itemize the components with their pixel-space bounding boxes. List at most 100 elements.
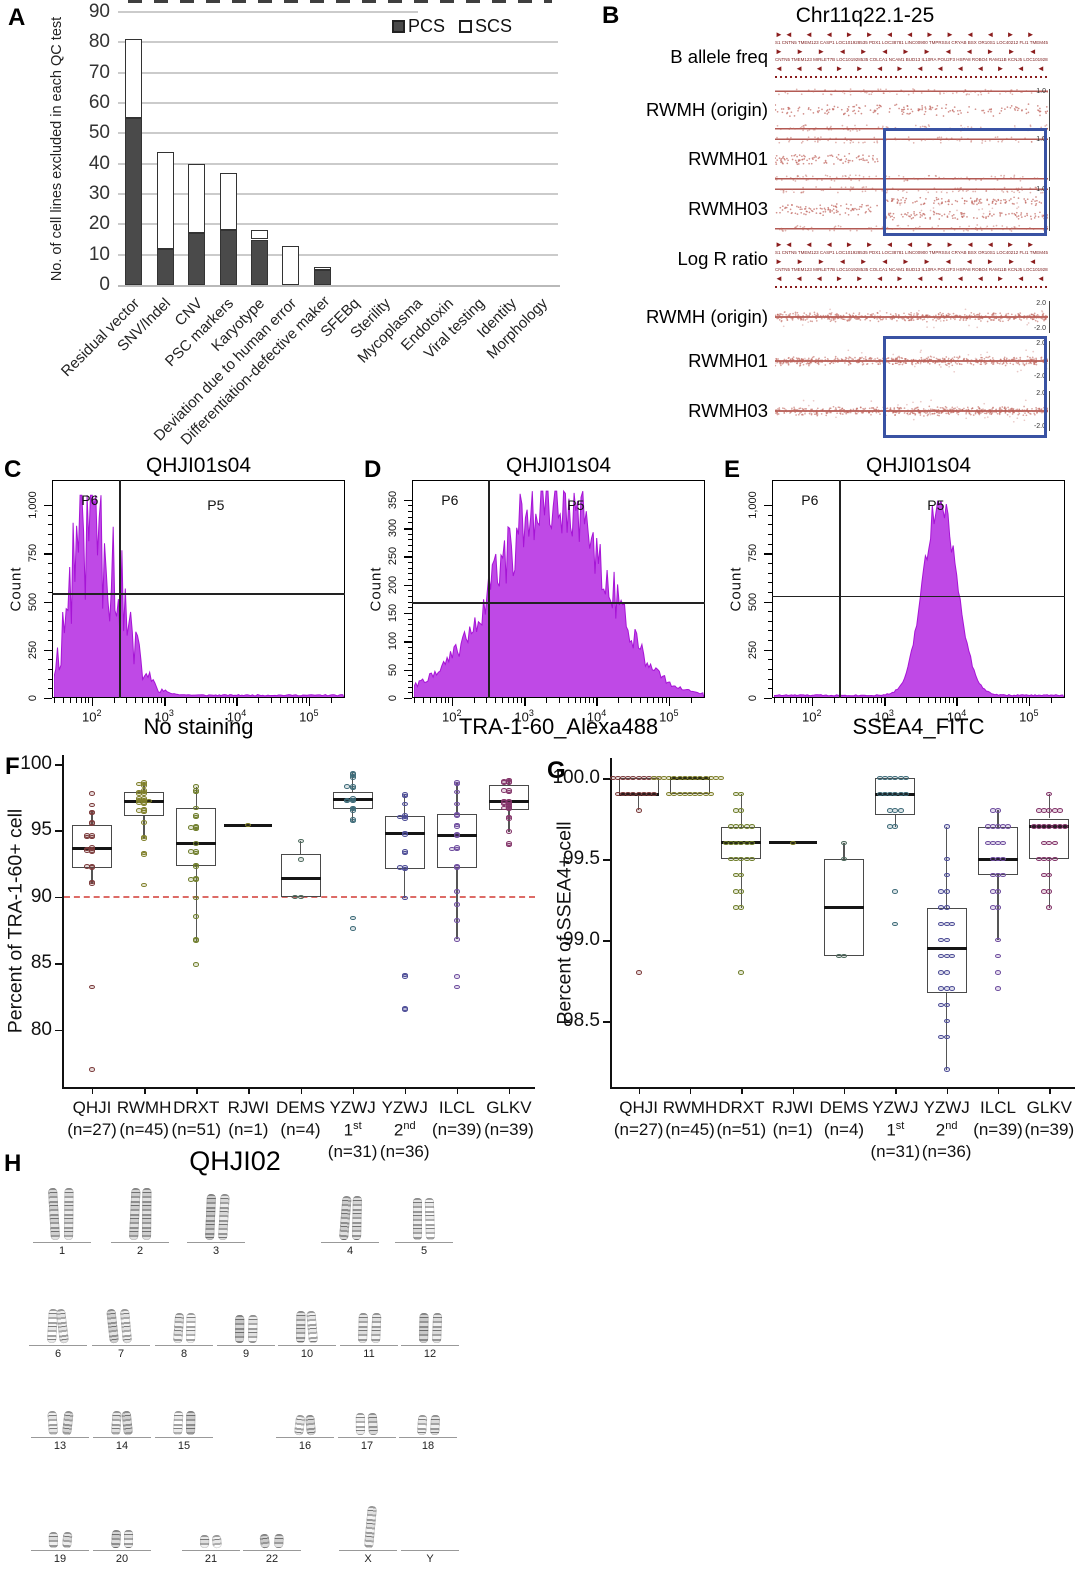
group-label: DRXT bbox=[173, 1098, 220, 1117]
data-point bbox=[349, 796, 356, 801]
data-point bbox=[727, 824, 734, 829]
data-point bbox=[671, 791, 678, 797]
y-minor-tick bbox=[48, 640, 52, 642]
x-tick bbox=[300, 1089, 302, 1094]
bar-scs bbox=[282, 245, 300, 285]
y-tick-label: 98.5 bbox=[563, 1010, 600, 1031]
bar-scs bbox=[125, 39, 143, 119]
x-minor-tick bbox=[833, 698, 835, 703]
x-minor-tick bbox=[423, 698, 424, 703]
y-major-tick bbox=[764, 649, 772, 652]
whisker bbox=[997, 810, 999, 827]
chromosome bbox=[129, 1187, 141, 1241]
data-point bbox=[453, 918, 460, 923]
y-major-tick bbox=[404, 613, 412, 615]
data-point bbox=[193, 805, 200, 811]
data-point bbox=[989, 856, 996, 862]
chromosome bbox=[111, 1529, 122, 1549]
y-minor-tick bbox=[408, 607, 412, 609]
x-minor-tick bbox=[1025, 698, 1027, 703]
data-point bbox=[193, 936, 200, 942]
y-minor-tick bbox=[48, 543, 52, 545]
chromosome bbox=[364, 1505, 377, 1549]
data-point bbox=[989, 808, 996, 813]
y-minor-tick bbox=[408, 505, 412, 507]
data-point bbox=[453, 889, 460, 894]
x-major-tick bbox=[811, 698, 814, 706]
y-tick-label: 30 bbox=[88, 183, 110, 204]
group-sublabel: (n=27) bbox=[67, 1120, 117, 1139]
y-minor-tick bbox=[768, 678, 772, 680]
track-label: RWMH (origin) bbox=[646, 306, 768, 327]
group-label: DRXT bbox=[718, 1098, 765, 1117]
x-tick bbox=[196, 1089, 198, 1094]
panel-d-title: QHJI01s04 bbox=[505, 454, 612, 477]
bar-pcs bbox=[219, 230, 237, 285]
chromosome bbox=[294, 1414, 306, 1436]
group-sublabel: (n=45) bbox=[119, 1120, 169, 1139]
chromosome bbox=[205, 1193, 217, 1241]
y-major-tick bbox=[404, 698, 412, 700]
x-tick bbox=[1049, 1089, 1051, 1094]
x-tick-label: 105 bbox=[659, 708, 679, 725]
axis-scale-label: 1.0 bbox=[1036, 136, 1046, 143]
y-minor-tick bbox=[768, 514, 772, 516]
data-point bbox=[245, 822, 252, 828]
y-axis-title: Count bbox=[367, 566, 385, 612]
group-sublabel: (n=39) bbox=[1024, 1120, 1075, 1139]
y-tick-label: 1,000 bbox=[747, 491, 759, 519]
data-point bbox=[89, 833, 96, 838]
y-major-tick bbox=[404, 584, 412, 587]
data-point bbox=[943, 905, 950, 910]
chromosome bbox=[119, 1308, 132, 1344]
y-minor-tick bbox=[408, 692, 412, 694]
y-minor-tick bbox=[408, 675, 412, 677]
track-label: RWMH (origin) bbox=[646, 99, 768, 120]
chromosome bbox=[339, 1195, 352, 1241]
group-label: RWMH bbox=[662, 1098, 718, 1117]
x-minor-tick bbox=[280, 698, 282, 703]
x-minor-tick bbox=[773, 698, 775, 703]
y-major-tick bbox=[764, 698, 772, 700]
y-minor-tick bbox=[408, 545, 412, 547]
chromosome-number: 7 bbox=[117, 1348, 125, 1360]
x-major-tick bbox=[164, 698, 166, 706]
data-point bbox=[401, 792, 408, 797]
x-minor-tick bbox=[297, 698, 299, 703]
y-tick-label: 100 bbox=[20, 753, 52, 774]
data-point bbox=[193, 784, 200, 789]
chromosome bbox=[274, 1533, 284, 1549]
x-minor-tick bbox=[640, 698, 642, 703]
data-point bbox=[620, 791, 627, 797]
y-minor-tick bbox=[768, 524, 772, 526]
gate-label-p6: P6 bbox=[441, 492, 459, 508]
whisker bbox=[1048, 859, 1051, 908]
y-minor-tick bbox=[408, 567, 412, 569]
data-point bbox=[938, 1034, 945, 1040]
x-minor-tick bbox=[330, 698, 332, 703]
data-point bbox=[995, 953, 1001, 959]
y-tick-label: 750 bbox=[27, 544, 39, 563]
data-point bbox=[141, 806, 148, 812]
whisker bbox=[195, 866, 197, 941]
data-point bbox=[748, 840, 755, 846]
x-minor-tick bbox=[862, 698, 864, 703]
y-tick-label: 500 bbox=[27, 592, 39, 611]
plot-frame bbox=[412, 480, 705, 698]
x-minor-tick bbox=[160, 698, 162, 703]
data-point bbox=[892, 889, 899, 894]
group-sublabel: (n=51) bbox=[716, 1120, 767, 1139]
y-major-tick bbox=[44, 553, 52, 555]
data-point bbox=[89, 790, 96, 796]
y-axis-title: Percent of TRA-1-60+ cell bbox=[4, 808, 27, 1034]
data-point bbox=[943, 1067, 950, 1072]
data-point bbox=[984, 824, 991, 829]
x-minor-tick bbox=[618, 698, 620, 703]
y-tick-label: 500 bbox=[747, 592, 759, 611]
y-minor-tick bbox=[768, 582, 772, 584]
data-point bbox=[738, 808, 745, 813]
data-point bbox=[1056, 808, 1063, 813]
y-tick-label: 60 bbox=[88, 92, 110, 113]
data-point bbox=[892, 824, 899, 829]
x-axis-line bbox=[118, 285, 560, 287]
